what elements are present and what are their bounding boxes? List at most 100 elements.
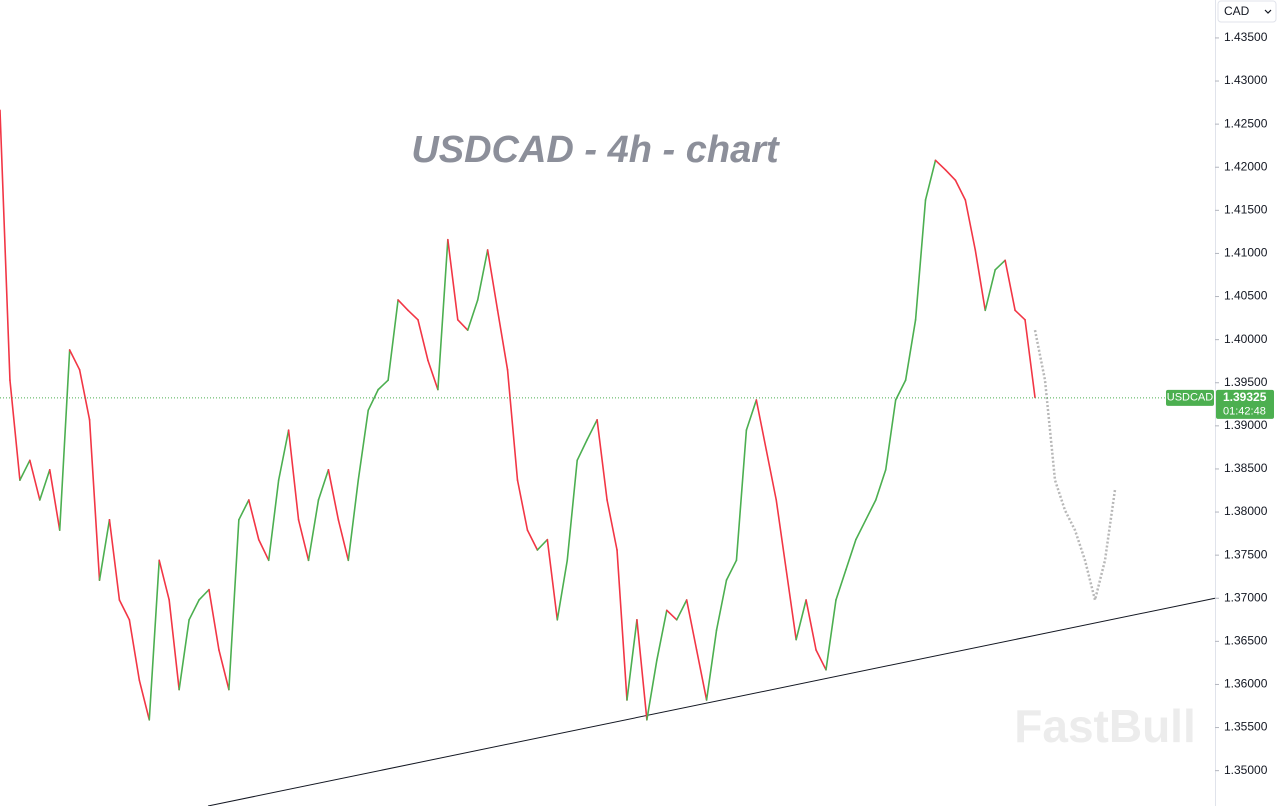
price-segment [128,619,141,681]
y-tick-label: 1.38500 [1224,461,1268,475]
price-segment [835,569,847,601]
price-segment [357,409,370,481]
price-segment [48,469,61,531]
price-segment [894,379,907,401]
price-segment [29,459,41,501]
price-segment [456,319,469,331]
y-tick-label: 1.39000 [1224,418,1268,432]
price-segment [228,519,240,691]
price-segment [855,519,867,541]
price-segment [785,569,797,641]
price-segment [695,649,708,701]
price-segment [874,469,887,501]
projection-line [1033,329,1117,601]
price-segment [417,319,429,362]
price-segment [317,469,330,501]
price-segment [188,599,200,621]
y-tick-label: 1.40500 [1224,289,1268,303]
price-segment [257,538,270,562]
y-tick-label: 1.38000 [1224,504,1268,518]
price-segment [108,519,121,601]
price-segment [88,419,101,581]
countdown-label: 01:42:48 [1223,406,1266,418]
price-segment [884,399,897,471]
price-segment [496,309,509,371]
y-tick-label: 1.40000 [1224,332,1268,346]
price-segment [39,469,51,501]
price-segment [307,499,320,562]
trend-line [207,597,1216,806]
price-badge [1216,389,1274,419]
price-segment [994,259,1006,271]
price-segment [984,269,996,312]
price-segment [546,538,559,621]
price-segment [476,249,489,301]
currency-label[interactable]: CAD [1224,4,1250,18]
price-segment [656,609,668,662]
price-segment [387,299,399,381]
last-price-label: 1.39325 [1223,390,1267,404]
y-tick-label: 1.36500 [1224,634,1268,648]
price-segment [168,599,180,691]
price-segment [845,538,857,571]
price-segment [865,499,877,521]
price-segment [516,479,529,531]
dropdown-caret[interactable] [1264,9,1272,14]
price-segment [377,379,389,391]
y-tick-label: 1.42000 [1224,159,1268,173]
price-segment [1024,319,1036,399]
y-tick-label: 1.39500 [1224,375,1268,389]
y-tick-label: 1.43500 [1224,30,1268,44]
y-tick-label: 1.41500 [1224,203,1268,217]
price-segment [755,399,768,451]
price-segment [626,619,638,701]
y-tick-label: 1.35000 [1224,763,1268,777]
price-segment [646,659,658,721]
price-segment [447,238,459,321]
price-segment [765,449,778,501]
price-segment [536,538,549,551]
price-segment [596,419,608,501]
price-segment [297,519,310,562]
price-segment [267,479,280,562]
y-tick-label: 1.37500 [1224,547,1268,561]
price-segment [556,559,569,621]
price-segment [198,588,210,601]
symbol-badge [1166,389,1214,406]
price-segment [437,238,449,391]
price-segment [974,249,987,312]
price-segment [815,649,827,671]
currency-select[interactable] [1217,0,1277,23]
y-tick-label: 1.36000 [1224,677,1268,691]
price-segment [9,379,21,481]
price-segment [934,159,947,171]
price-segment [685,599,698,651]
price-segment [1004,259,1016,312]
watermark: FastBull [1014,700,1195,752]
price-segment [238,499,250,521]
price-segment [795,599,807,641]
price-segment [68,349,81,371]
price-segment [606,499,618,551]
chart-title: USDCAD - 4h - chart [411,129,780,171]
price-segment [735,429,748,562]
price-segment [566,459,579,562]
price-segment [745,399,758,431]
price-segment [715,579,728,631]
price-segment [277,429,290,481]
price-segment [337,519,350,562]
price-segment [138,679,151,721]
y-tick-label: 1.35500 [1224,720,1268,734]
price-segment [347,479,360,562]
price-segment [586,419,598,441]
price-segment [247,499,260,541]
price-segment [466,299,479,331]
price-segment [825,599,837,671]
price-segment [327,469,340,521]
price-segment [367,388,379,412]
price-segment [576,438,588,462]
price-segment [486,249,499,312]
price-segment [954,179,967,201]
y-tick-label: 1.43000 [1224,73,1268,87]
